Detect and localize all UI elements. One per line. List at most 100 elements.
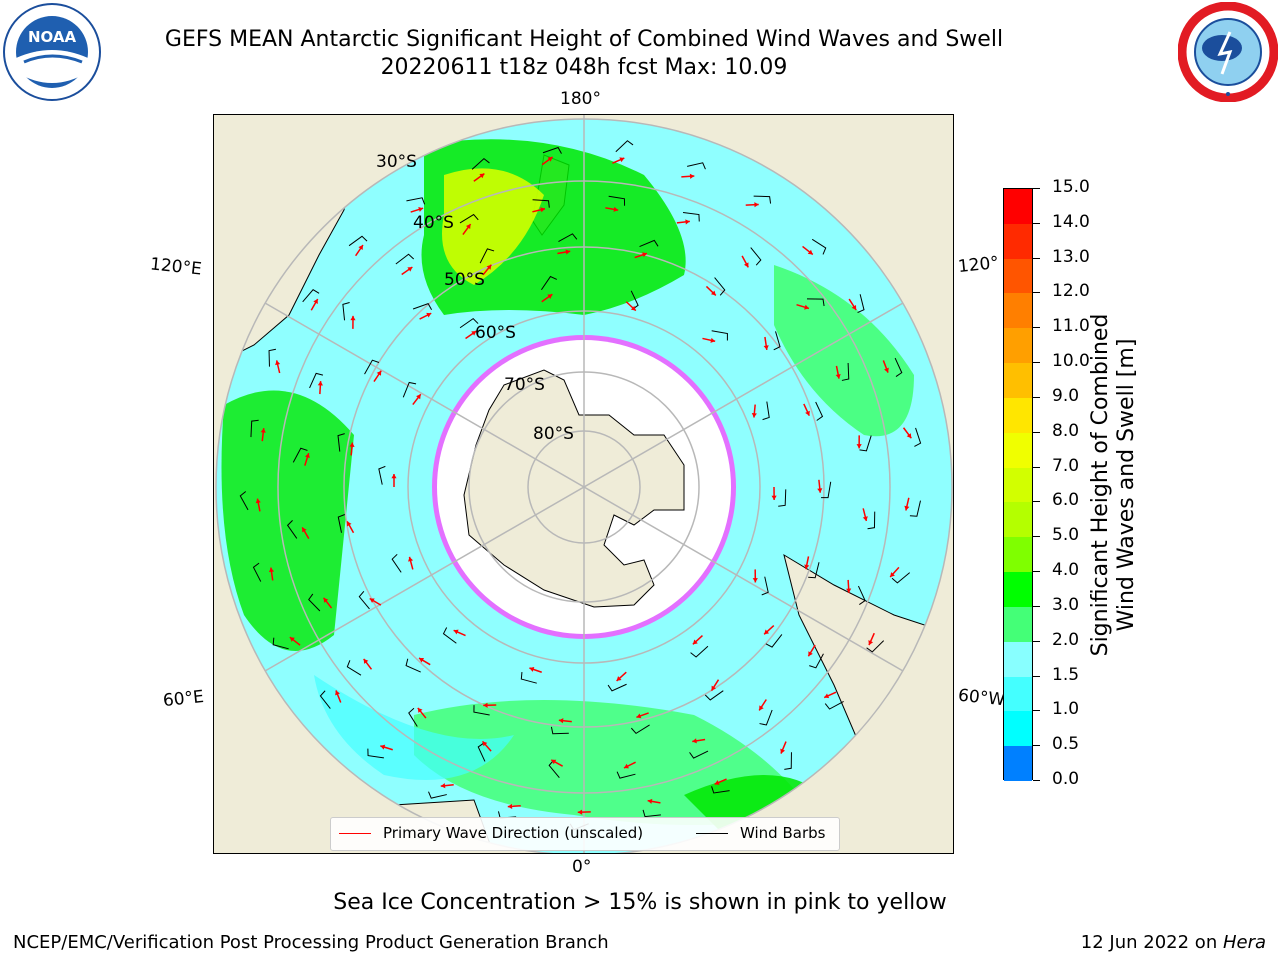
wave-arrow-head (846, 588, 852, 593)
colorbar-label-line1: Significant Height of Combined (1088, 313, 1113, 657)
wind-barb (302, 289, 320, 303)
wind-barb (346, 660, 362, 676)
wind-barb (542, 146, 562, 154)
wave-arrow-head (804, 564, 810, 570)
wave-arrow-head (714, 780, 720, 785)
wind-barb (412, 303, 433, 310)
wave-direction-arrows (255, 156, 912, 815)
wind-barb (395, 253, 415, 265)
wave-arrow-head (754, 202, 759, 208)
colorbar-tick-mark (1033, 745, 1040, 747)
wind-barb (309, 372, 324, 389)
wind-barb (358, 591, 370, 610)
wave-arrow-head (884, 367, 889, 373)
wave-arrow-head (771, 495, 777, 500)
wave-band-6-7m (442, 168, 544, 285)
wind-barb (252, 562, 262, 582)
colorbar-band (1004, 258, 1032, 294)
wave-arrow-head (547, 294, 553, 299)
lat-label-30s: 30°S (376, 152, 417, 172)
wave-arrow-head (630, 305, 636, 311)
map-legend: Primary Wave Direction (unscaled) Wind B… (330, 817, 840, 851)
wind-barb (815, 401, 824, 421)
wind-barb (405, 658, 421, 673)
wind-barb (391, 553, 402, 573)
wave-arrow-head (856, 444, 862, 449)
colorbar-tick-label: 3.0 (1052, 594, 1080, 615)
wind-barb (811, 238, 827, 255)
colorbar-band (1004, 746, 1032, 782)
colorbar-tick-label: 7.0 (1052, 455, 1080, 476)
wind-legend-line (696, 833, 728, 834)
wave-arrow-head (304, 453, 310, 459)
colorbar-tick-label: 14.0 (1052, 211, 1090, 232)
wave-arrow-head (408, 556, 414, 562)
wind-barb (773, 331, 781, 351)
wave-arrow-head (349, 442, 355, 448)
wave-arrow-head (906, 433, 912, 439)
colorbar-band (1004, 363, 1032, 399)
wind-barb (541, 275, 558, 291)
wind-barb (477, 742, 486, 762)
colorbar-band (1004, 328, 1032, 364)
wind-barb (778, 489, 787, 507)
wave-arrow-head (710, 337, 716, 343)
wave-arrow-head (302, 527, 307, 533)
wind-barb (857, 585, 866, 605)
wave-arrow-head (418, 207, 424, 212)
colorbar-tick-mark (1033, 501, 1040, 503)
colorbar-tick-label: 0.0 (1052, 769, 1080, 789)
wave-arrow-head (764, 629, 770, 635)
colorbar-tick-mark (1033, 780, 1040, 781)
wave-arrow-head (391, 474, 397, 479)
map-panel (213, 114, 954, 854)
credit-host: Hera (1222, 932, 1266, 953)
wave-arrow-head (483, 702, 488, 708)
colorbar-tick-label: 12.0 (1052, 281, 1090, 302)
wave-arrow-head (369, 598, 375, 603)
wind-barb (859, 435, 872, 452)
chart-title: GEFS MEAN Antarctic Significant Height o… (164, 27, 1004, 52)
wind-barb (406, 197, 426, 205)
wave-arrow-head (642, 252, 647, 258)
noaa-logo: NOAA (2, 2, 102, 102)
colorbar-tick-label: 9.0 (1052, 385, 1080, 406)
wave-arrow-head (486, 264, 492, 270)
wind-barb (239, 491, 249, 511)
wave-arrow-head (558, 718, 564, 724)
colorbar-band (1004, 606, 1032, 643)
wave-arrow-head (453, 629, 459, 635)
wind-barb (558, 233, 578, 242)
wave-arrow-head (419, 658, 425, 663)
colorbar-tick-mark (1033, 675, 1040, 677)
lat-label-80s: 80°S (533, 424, 574, 444)
colorbar-tick-label: 11.0 (1052, 316, 1090, 337)
colorbar-tick-mark (1033, 188, 1040, 189)
wave-arrow-head (260, 428, 266, 433)
wave-arrow-head (743, 262, 749, 268)
colorbar-label: Significant Height of Combined Wind Wave… (1088, 314, 1140, 657)
colorbar-tick-label: 13.0 (1052, 246, 1090, 267)
colorbar-band (1004, 641, 1032, 678)
wind-barb (914, 427, 922, 447)
wind-barb (459, 317, 479, 329)
wave-arrow-head (416, 394, 421, 400)
wind-barb (292, 447, 308, 463)
wind-barb (550, 726, 569, 735)
wind-barb (607, 683, 627, 692)
wind-barb (750, 247, 762, 266)
colorbar-tick-label: 4.0 (1052, 560, 1080, 581)
chart-subtitle: 20220611 t18z 048h fcst Max: 10.09 (380, 55, 788, 80)
wave-arrow-head (711, 685, 717, 691)
wind-barb (704, 690, 724, 701)
wave-arrow-head (471, 331, 477, 336)
credit-right: 12 Jun 2022 on Hera (1081, 932, 1266, 953)
wind-barb (615, 140, 634, 153)
colorbar-band (1004, 676, 1032, 712)
wave-arrow-head (507, 803, 513, 809)
wind-barb (866, 640, 885, 653)
wave-arrow-head (804, 304, 809, 310)
wave-arrow-head (710, 290, 716, 296)
wind-barb (841, 362, 850, 381)
wind-barb (272, 637, 289, 650)
